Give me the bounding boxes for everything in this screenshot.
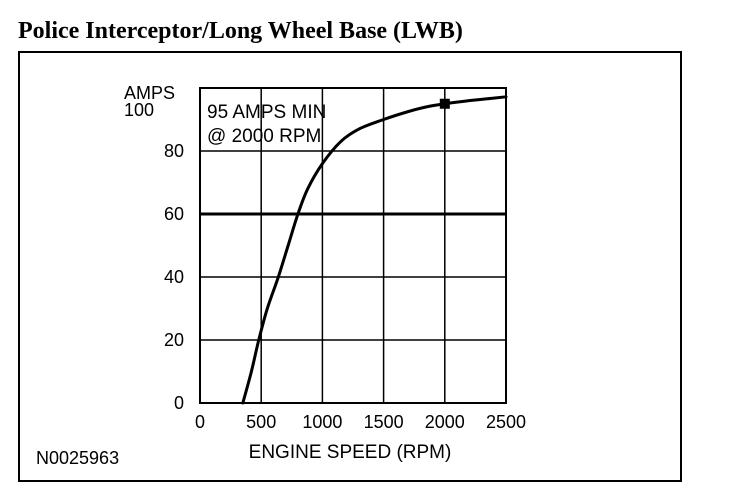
y-tick-label: 80: [164, 141, 184, 161]
y-tick-label: 40: [164, 267, 184, 287]
figure-id: N0025963: [36, 448, 119, 468]
min-output-marker: [439, 98, 450, 109]
figure-frame: [18, 51, 682, 482]
x-tick-labels: 0 500 1000 1500 2000 2500: [195, 412, 526, 432]
x-tick-label: 2000: [425, 412, 465, 432]
grid-lines: [200, 88, 506, 403]
y-tick-label: 60: [164, 204, 184, 224]
x-tick-label: 1000: [302, 412, 342, 432]
x-tick-label: 500: [246, 412, 276, 432]
y-axis-label: AMPS: [124, 83, 175, 103]
plot-area: [199, 87, 507, 404]
annotation-line-1: 95 AMPS MIN: [207, 102, 326, 123]
x-tick-label: 1500: [364, 412, 404, 432]
x-axis-label: ENGINE SPEED (RPM): [249, 442, 452, 463]
y-tick-label: 20: [164, 330, 184, 350]
y-tick-label: 0: [174, 393, 184, 413]
annotation-line-2: @ 2000 RPM: [207, 126, 321, 147]
x-tick-label: 2500: [486, 412, 526, 432]
x-tick-label: 0: [195, 412, 205, 432]
y-tick-labels: 0 20 40 60 80 100: [124, 100, 184, 413]
page-title: Police Interceptor/Long Wheel Base (LWB): [18, 18, 463, 44]
y-tick-label: 100: [124, 100, 154, 120]
